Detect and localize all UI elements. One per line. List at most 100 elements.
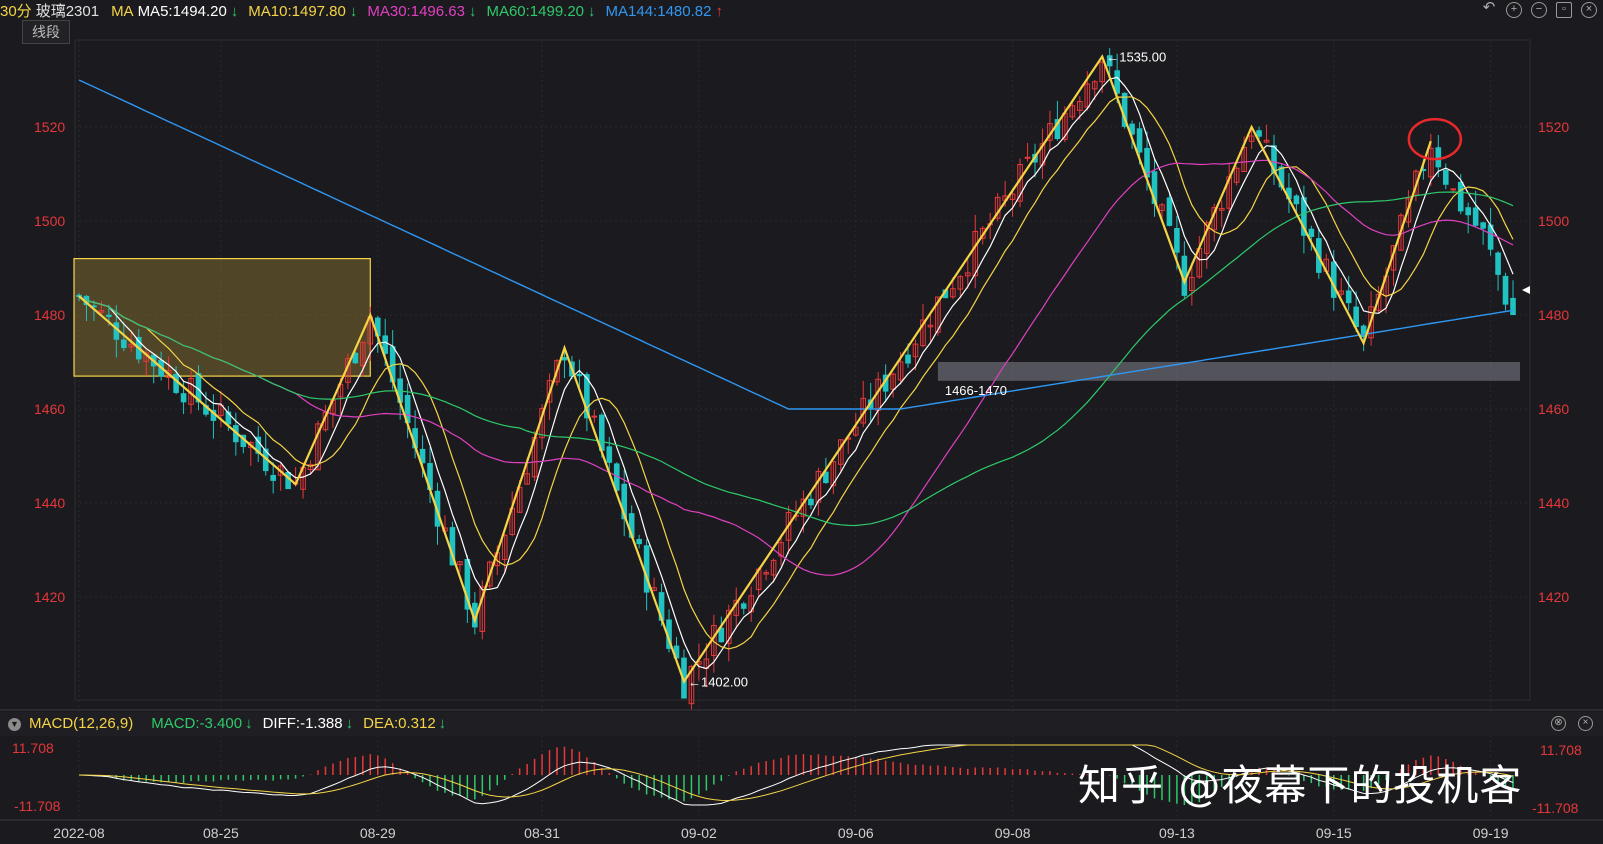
candle <box>1271 134 1277 185</box>
candle <box>277 461 284 491</box>
ma144-line <box>78 79 1514 410</box>
candle <box>1301 185 1307 254</box>
window-icon[interactable]: ▫ <box>1556 2 1572 18</box>
candle <box>262 432 269 476</box>
macd-value: MACD:-3.400 <box>151 715 243 732</box>
ma5-value: MA5:1494.20 <box>137 3 227 20</box>
y-tick-left: 1420 <box>34 589 65 605</box>
candle <box>1099 60 1106 93</box>
ma30-down-arrow-icon: ↓ <box>468 3 477 20</box>
candle <box>748 586 754 622</box>
candle <box>927 311 934 344</box>
y-tick-right: 1500 <box>1538 213 1569 229</box>
close-icon[interactable]: × <box>1578 716 1593 731</box>
macd-top-axis-left: 11.708 <box>12 740 54 756</box>
candle <box>763 569 769 581</box>
candle <box>964 259 971 289</box>
indicator-header: 30分 玻璃2301 MA MA5:1494.20 ↓ MA10:1497.80 ↓ MA30… <box>0 0 1603 24</box>
diff-value: DIFF:-1.388 <box>262 715 343 732</box>
x-tick-label: 08-29 <box>360 825 396 841</box>
candle <box>972 214 979 289</box>
ma30-line <box>78 159 1514 576</box>
dea-line <box>78 744 1514 802</box>
x-tick-label: 09-19 <box>1473 825 1509 841</box>
ma144-value: MA144:1480.82 <box>605 3 712 20</box>
ma30-value: MA30:1496.63 <box>367 3 465 20</box>
ma5-down-arrow-icon: ↓ <box>230 3 239 20</box>
candle <box>457 561 463 573</box>
candle <box>621 470 628 537</box>
candle <box>1286 173 1292 214</box>
zoom-in-icon[interactable]: + <box>1506 2 1522 18</box>
x-tick-label: 08-25 <box>203 825 239 841</box>
ma10-down-arrow-icon: ↓ <box>349 3 358 20</box>
candle <box>1181 241 1188 298</box>
candle <box>808 491 814 509</box>
candle <box>770 558 777 583</box>
candle <box>912 339 919 371</box>
macd-bottom-axis-right: -11.708 <box>1532 800 1579 816</box>
period-label[interactable]: 30分 <box>0 3 32 20</box>
ma60-value: MA60:1499.20 <box>486 3 585 20</box>
undo-icon[interactable]: ↶ <box>1482 0 1496 16</box>
candle <box>1495 251 1501 291</box>
candle <box>1360 324 1367 352</box>
candle <box>561 346 568 379</box>
candle <box>1024 143 1031 162</box>
y-tick-right: 1440 <box>1538 495 1569 511</box>
ma60-down-arrow-icon: ↓ <box>588 3 596 20</box>
candle <box>1345 275 1352 311</box>
watermark: 知乎 @夜幕下的投机客 <box>1078 761 1523 810</box>
candle <box>1106 48 1113 76</box>
candle <box>1465 202 1471 234</box>
candle <box>1189 262 1195 306</box>
candle <box>1480 221 1486 245</box>
macd-down-arrow-icon: ↓ <box>245 715 253 732</box>
price-axis: 1420 1420 1440 1440 1460 1460 1480 1480 1500 1500… <box>34 119 1569 605</box>
symbol-label: 玻璃2301 <box>35 3 100 20</box>
ma5-line <box>78 76 1514 670</box>
y-tick-right: 1420 <box>1538 589 1569 605</box>
candle <box>210 394 217 439</box>
candle <box>1338 278 1345 297</box>
candle <box>1442 163 1449 190</box>
y-tick-right: 1520 <box>1538 119 1569 135</box>
close-icon[interactable]: × <box>1581 2 1597 18</box>
candle <box>1054 100 1061 141</box>
candle <box>860 380 867 428</box>
candle <box>1218 200 1225 228</box>
candle <box>1166 193 1173 227</box>
segment-layer <box>78 54 1432 685</box>
macd-top-axis-right: 11.708 <box>1540 742 1582 758</box>
zoom-out-icon[interactable]: − <box>1531 2 1547 18</box>
settings-icon[interactable]: ⊗ <box>1551 716 1566 731</box>
diff-line <box>78 744 1514 806</box>
candle <box>1256 126 1262 139</box>
candle <box>591 409 598 423</box>
candle <box>218 391 224 428</box>
candle <box>576 359 583 390</box>
macd-collapse-icon[interactable]: ▼ <box>8 717 21 731</box>
support-band <box>937 362 1520 381</box>
zone-layer <box>73 258 1520 381</box>
x-tick-label: 09-06 <box>838 825 874 841</box>
dea-value: DEA:0.312 <box>363 715 436 732</box>
y-tick-left: 1520 <box>34 119 65 135</box>
candle <box>1009 188 1016 217</box>
candle <box>1226 162 1232 215</box>
macd-label[interactable]: MACD(12,26,9) <box>29 715 134 732</box>
candle <box>1039 128 1046 180</box>
candle <box>584 372 590 432</box>
plot-frame <box>74 39 1531 701</box>
macd-bottom-axis-left: -11.708 <box>14 798 61 814</box>
candle <box>352 351 359 365</box>
highlight-circle <box>1407 117 1463 161</box>
candle <box>740 601 747 615</box>
diff-down-arrow-icon: ↓ <box>345 715 354 732</box>
y-tick-right: 1460 <box>1538 401 1569 417</box>
ma-group-label[interactable]: MA <box>111 3 134 20</box>
candle <box>315 420 321 471</box>
annotation-layer: ←1535.00 ←1402.00 1466-1470 <box>688 50 1530 690</box>
segment-overlay-tag[interactable]: 线段 <box>22 20 70 44</box>
